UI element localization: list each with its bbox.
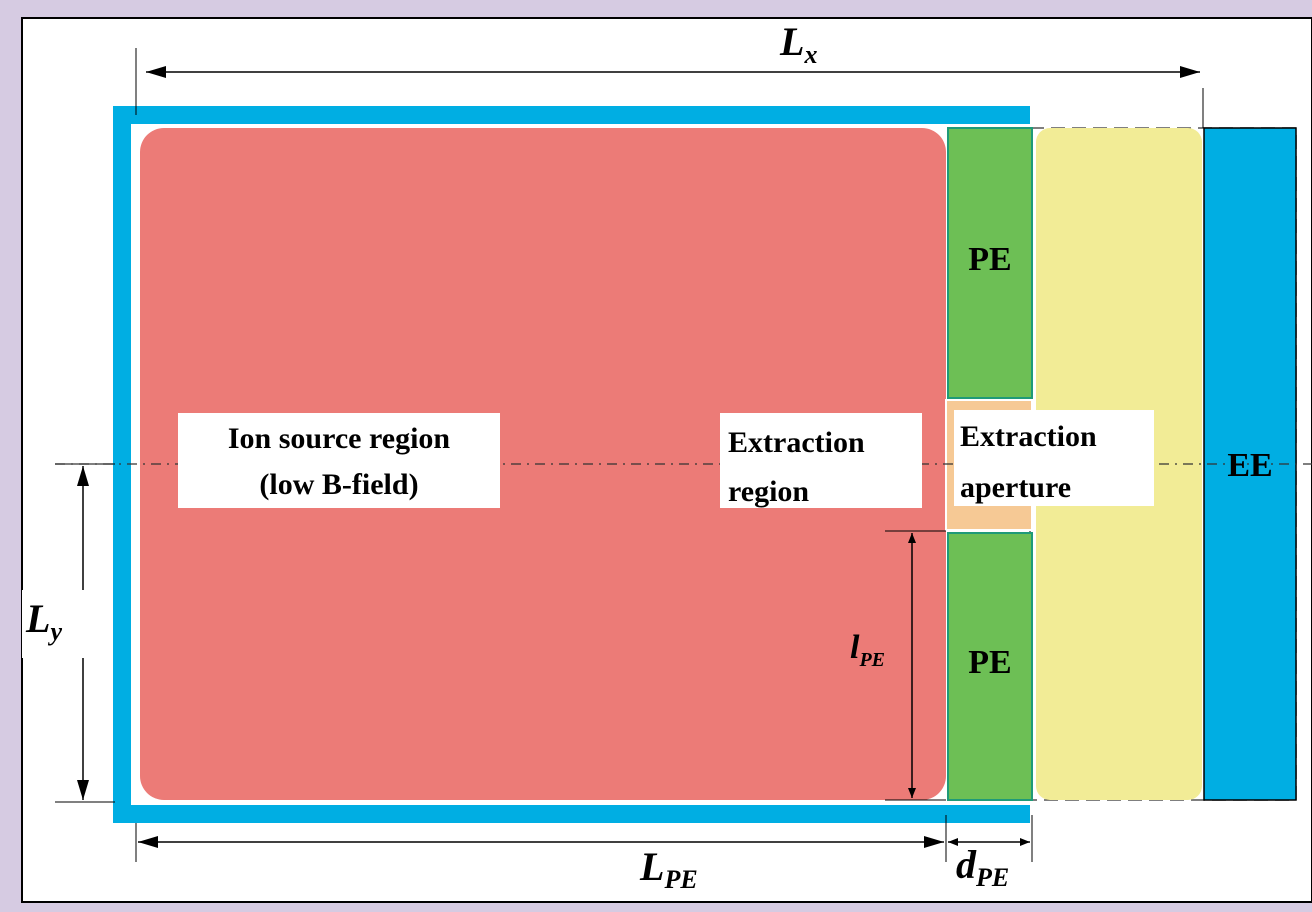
pe-bottom-label: PE xyxy=(968,644,1011,681)
pe-top-label: PE xyxy=(968,241,1011,278)
extraction-region-label-box xyxy=(720,413,922,508)
lx-label: Lx xyxy=(779,19,817,69)
ion-source-label-line2: (low B-field) xyxy=(259,468,418,501)
ly-label: Ly xyxy=(25,596,62,646)
ly-label-box xyxy=(22,590,88,658)
ion-source-label-box xyxy=(178,413,500,508)
dpe-label: dPE xyxy=(956,842,1009,892)
extraction-aperture-label-box xyxy=(954,410,1154,506)
extraction-aperture-label-line1: Extraction xyxy=(960,420,1097,453)
ion-source-label-line1: Ion source region xyxy=(228,422,451,455)
small-lpe-label: lPE xyxy=(850,629,885,671)
extraction-aperture-label-line2: aperture xyxy=(960,471,1071,504)
ee-label: EE xyxy=(1227,447,1272,484)
pe-electrode-bottom xyxy=(947,532,1033,801)
pe-electrode-top xyxy=(947,127,1033,399)
extraction-region-label-line1: Extraction xyxy=(728,426,865,459)
extraction-region-label-line2: region xyxy=(728,475,809,508)
small-lpe-label-box xyxy=(836,616,908,684)
enclosure-border xyxy=(113,106,1030,823)
lpe-label: LPE xyxy=(639,844,698,894)
